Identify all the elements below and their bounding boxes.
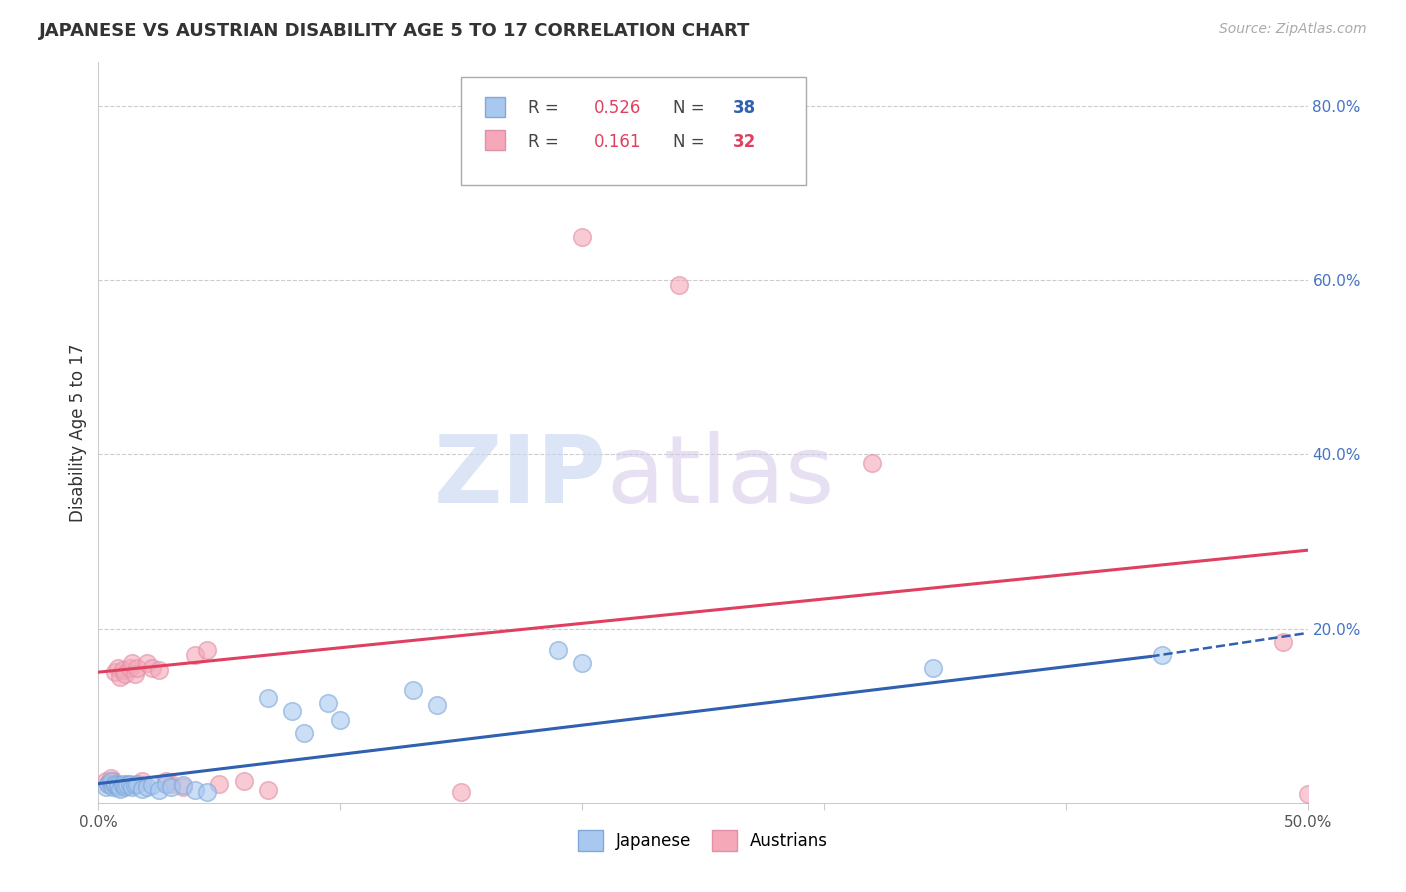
Point: [316, 696, 339, 710]
Point: [111, 778, 134, 792]
Point: [121, 657, 143, 671]
Point: [107, 780, 129, 794]
Text: JAPANESE VS AUSTRIAN DISABILITY AGE 5 TO 17 CORRELATION CHART: JAPANESE VS AUSTRIAN DISABILITY AGE 5 TO…: [39, 22, 751, 40]
Point: [127, 777, 149, 791]
Point: [131, 781, 153, 796]
Text: Source: ZipAtlas.com: Source: ZipAtlas.com: [1219, 22, 1367, 37]
Point: [547, 643, 569, 657]
Point: [104, 777, 127, 791]
Text: 38: 38: [734, 99, 756, 118]
Text: 32: 32: [734, 133, 756, 151]
Point: [571, 657, 593, 671]
Point: [124, 666, 146, 681]
Point: [127, 661, 149, 675]
Point: [100, 778, 122, 792]
Point: [107, 778, 129, 792]
Point: [256, 782, 278, 797]
Point: [141, 661, 163, 675]
Text: ZIP: ZIP: [433, 431, 606, 523]
Point: [921, 661, 943, 675]
Point: [141, 778, 163, 792]
Point: [281, 704, 304, 718]
Point: [232, 774, 254, 789]
Point: [256, 691, 278, 706]
Point: [100, 774, 122, 789]
Point: [292, 726, 315, 740]
Point: [104, 778, 127, 792]
Text: N =: N =: [672, 133, 710, 151]
Point: [1296, 787, 1319, 801]
Point: [117, 777, 139, 791]
Point: [160, 780, 183, 794]
Point: [184, 782, 207, 797]
Point: [1152, 648, 1174, 662]
Point: [108, 669, 131, 683]
Point: [450, 785, 472, 799]
Point: [118, 661, 141, 675]
Point: [135, 780, 157, 794]
Point: [114, 666, 136, 681]
Text: atlas: atlas: [606, 431, 835, 523]
Point: [402, 682, 425, 697]
Point: [111, 777, 134, 791]
Point: [124, 778, 146, 792]
Point: [208, 777, 231, 791]
Point: [101, 780, 124, 794]
Point: [117, 778, 139, 792]
Point: [107, 661, 129, 675]
Point: [1272, 634, 1295, 648]
Point: [114, 780, 136, 794]
Point: [155, 777, 177, 791]
Text: R =: R =: [527, 99, 564, 118]
Point: [121, 780, 143, 794]
Point: [195, 643, 218, 657]
Text: R =: R =: [527, 133, 569, 151]
Point: [104, 665, 127, 680]
Point: [860, 456, 883, 470]
Point: [172, 778, 194, 792]
Y-axis label: Disability Age 5 to 17: Disability Age 5 to 17: [69, 343, 87, 522]
Point: [94, 780, 117, 794]
Point: [160, 777, 183, 791]
Point: [148, 782, 170, 797]
Text: 0.526: 0.526: [595, 99, 641, 118]
Point: [329, 713, 352, 727]
Legend: Japanese, Austrians: Japanese, Austrians: [571, 823, 835, 857]
Text: N =: N =: [672, 99, 710, 118]
Point: [97, 777, 120, 791]
Point: [131, 774, 153, 789]
Point: [97, 777, 120, 791]
Text: 0.161: 0.161: [595, 133, 641, 151]
Point: [571, 229, 593, 244]
Point: [118, 777, 141, 791]
Point: [155, 774, 177, 789]
Point: [148, 664, 170, 678]
Point: [100, 772, 122, 786]
Point: [426, 698, 449, 713]
Point: [135, 657, 157, 671]
Point: [172, 780, 194, 794]
FancyBboxPatch shape: [461, 78, 806, 185]
Point: [108, 781, 131, 796]
Point: [668, 277, 690, 292]
Point: [195, 785, 218, 799]
Point: [94, 774, 117, 789]
Point: [101, 774, 124, 789]
Point: [184, 648, 207, 662]
Point: [111, 664, 134, 678]
